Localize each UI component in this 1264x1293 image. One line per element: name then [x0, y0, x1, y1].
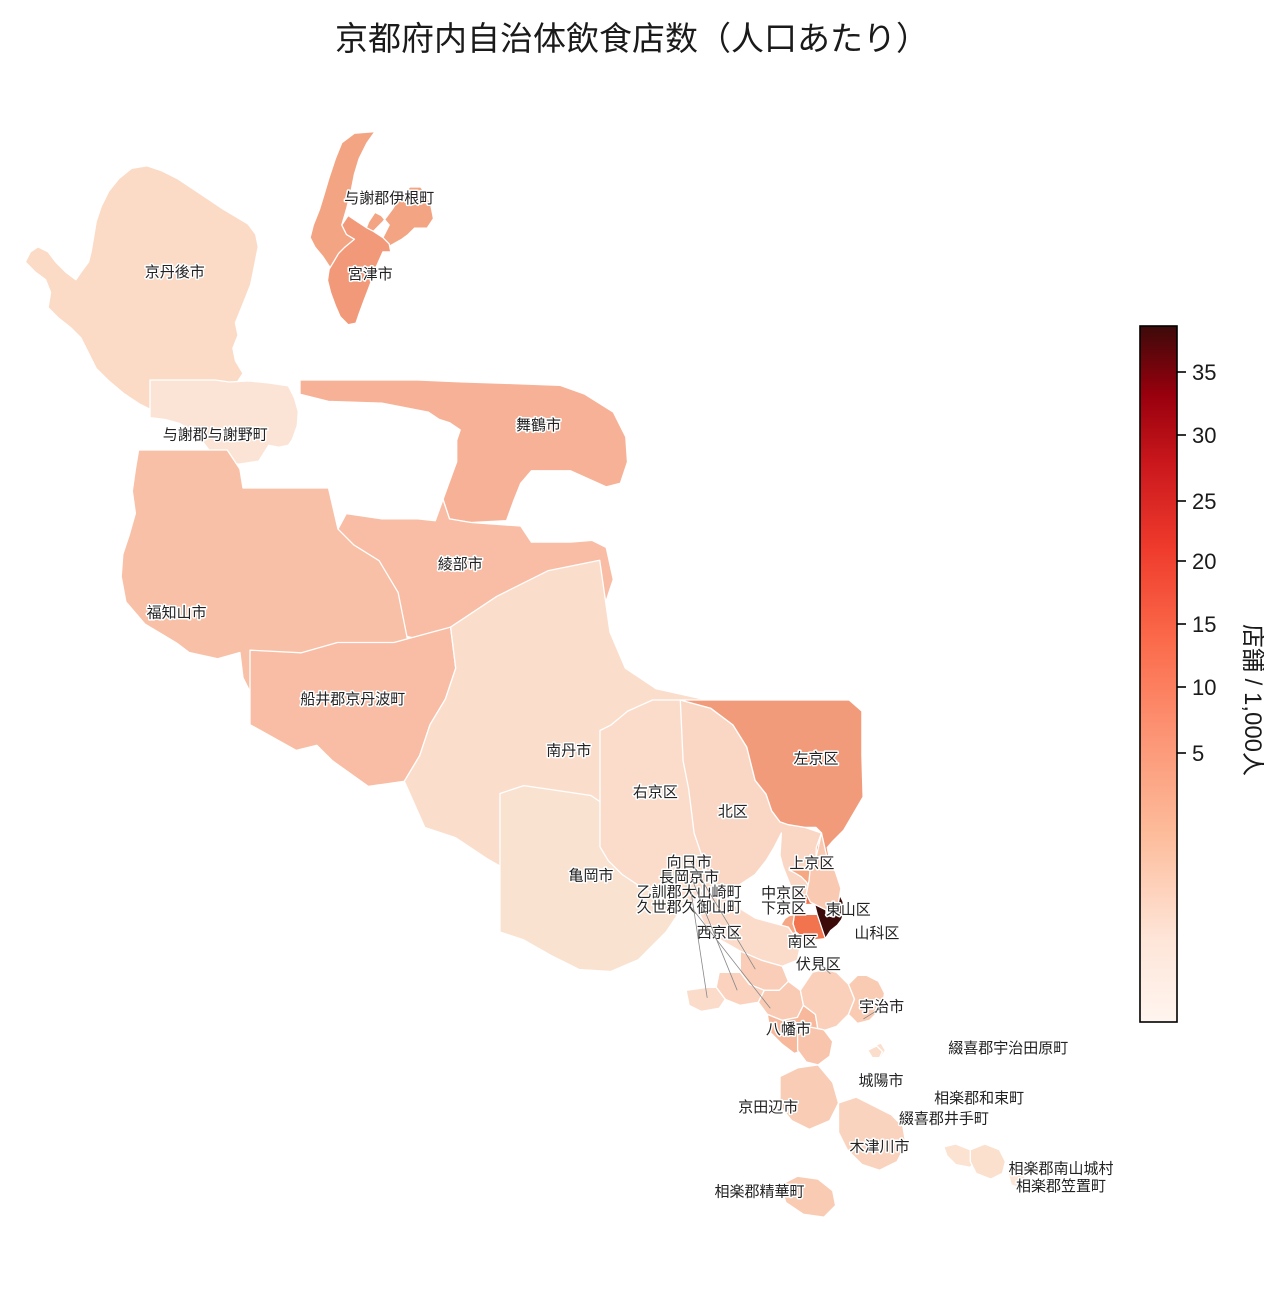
- svg-text:10: 10: [1192, 675, 1216, 700]
- svg-text:店舗 / 1,000人: 店舗 / 1,000人: [1239, 624, 1264, 776]
- svg-text:20: 20: [1192, 549, 1216, 574]
- svg-text:30: 30: [1192, 423, 1216, 448]
- svg-text:35: 35: [1192, 360, 1216, 385]
- svg-text:15: 15: [1192, 612, 1216, 637]
- svg-text:5: 5: [1192, 741, 1204, 766]
- svg-text:25: 25: [1192, 489, 1216, 514]
